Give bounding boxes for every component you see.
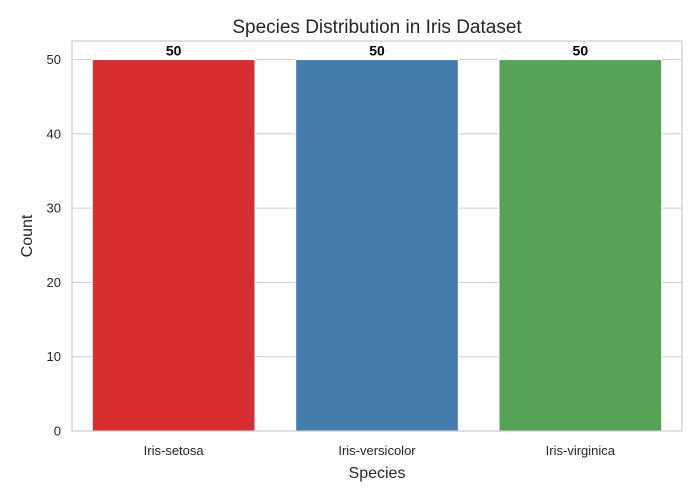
y-tick-label: 40 [47, 126, 61, 141]
data-labels: 50 50 50 [166, 43, 588, 59]
y-tick-label: 10 [47, 349, 61, 364]
y-tick-label: 0 [54, 424, 61, 439]
bar-iris-setosa [91, 59, 256, 432]
y-tick-label: 50 [47, 52, 61, 67]
x-tick-label: Iris-virginica [546, 443, 616, 458]
chart-title: Species Distribution in Iris Dataset [232, 17, 522, 38]
data-label: 50 [166, 43, 182, 59]
bars [91, 59, 663, 432]
bar-iris-versicolor [295, 59, 459, 432]
data-label: 50 [573, 43, 589, 59]
bar-iris-virginica [498, 59, 663, 432]
plot-frame [71, 40, 683, 432]
x-tick-label: Iris-setosa [144, 443, 205, 458]
y-tick-labels: 0 10 20 30 40 50 [47, 52, 61, 438]
y-tick-label: 20 [47, 275, 61, 290]
y-axis-label: Count [19, 214, 36, 257]
data-label: 50 [369, 43, 385, 59]
x-tick-labels: Iris-setosa Iris-versicolor Iris-virginica [144, 443, 616, 458]
x-axis-label: Species [349, 465, 406, 482]
y-tick-label: 30 [47, 201, 61, 216]
x-tick-label: Iris-versicolor [338, 443, 416, 458]
